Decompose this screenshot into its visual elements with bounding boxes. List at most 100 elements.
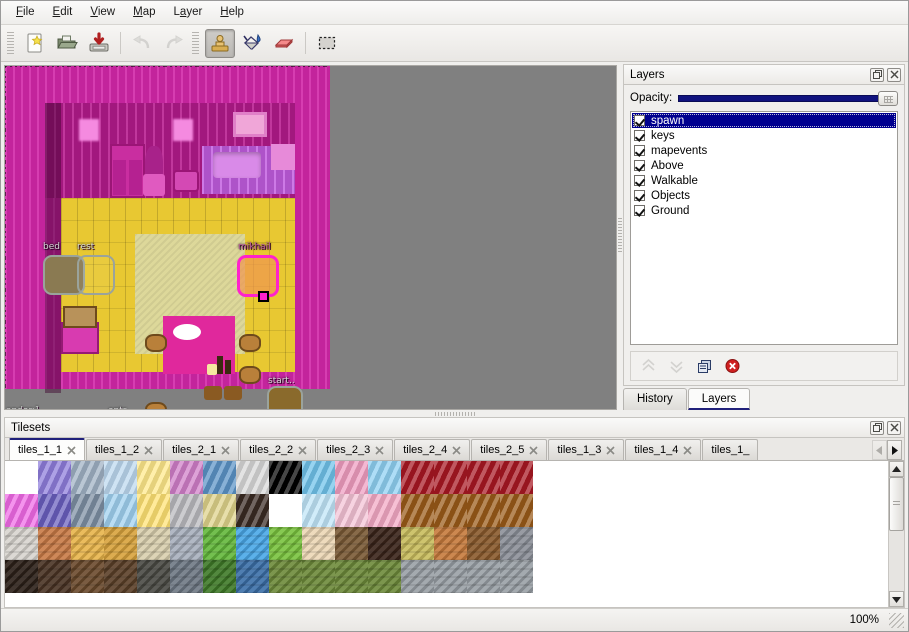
tile-cell[interactable] <box>335 527 368 560</box>
rectangular-select-tool[interactable] <box>312 29 342 58</box>
tile-cell[interactable] <box>203 461 236 494</box>
tile-cell[interactable] <box>38 461 71 494</box>
menu-file[interactable]: File <box>7 3 44 22</box>
tile-cell[interactable] <box>335 461 368 494</box>
tile-cell[interactable] <box>434 461 467 494</box>
tileset-tab-tiles_2_3[interactable]: tiles_2_3 <box>317 439 394 460</box>
tile-cell[interactable] <box>5 494 38 527</box>
tileset-tab-tiles_2_5[interactable]: tiles_2_5 <box>471 439 548 460</box>
layer-visibility-checkbox[interactable] <box>634 190 645 201</box>
delete-layer-button[interactable] <box>721 356 743 376</box>
tile-cell[interactable] <box>368 527 401 560</box>
tile-cell[interactable] <box>302 494 335 527</box>
tile-cell[interactable] <box>71 494 104 527</box>
raise-layer-button[interactable] <box>637 356 659 376</box>
tileset-tab-tiles_1_2[interactable]: tiles_1_2 <box>86 439 163 460</box>
tile-cell[interactable] <box>236 560 269 593</box>
tileset-tab-tiles_1_4[interactable]: tiles_1_4 <box>625 439 702 460</box>
tile-cell[interactable] <box>335 560 368 593</box>
tile-cell[interactable] <box>236 494 269 527</box>
tile-cell[interactable] <box>104 461 137 494</box>
layer-visibility-checkbox[interactable] <box>634 130 645 141</box>
tileset-tab-tiles_2_4[interactable]: tiles_2_4 <box>394 439 471 460</box>
layer-row-objects[interactable]: Objects <box>632 188 896 203</box>
close-icon[interactable] <box>375 445 384 455</box>
layer-visibility-checkbox[interactable] <box>634 205 645 216</box>
layer-visibility-checkbox[interactable] <box>634 145 645 156</box>
menu-edit[interactable]: Edit <box>44 3 82 22</box>
menu-layer[interactable]: Layer <box>165 3 212 22</box>
float-icon[interactable] <box>870 67 884 82</box>
tileset-tab-tiles_2_2[interactable]: tiles_2_2 <box>240 439 317 460</box>
scroll-down-button[interactable] <box>889 591 904 607</box>
lower-layer-button[interactable] <box>665 356 687 376</box>
layer-row-above[interactable]: Above <box>632 158 896 173</box>
close-icon[interactable] <box>887 420 901 435</box>
tileset-tab-tiles_1_5[interactable]: tiles_1_ <box>702 439 759 460</box>
tile-cell[interactable] <box>500 461 533 494</box>
tileset-grid-container[interactable] <box>5 461 888 607</box>
map-object-mikhail[interactable] <box>237 255 279 297</box>
tileset-vertical-scrollbar[interactable] <box>888 461 904 607</box>
close-icon[interactable] <box>67 445 76 455</box>
bucket-fill-tool[interactable] <box>237 29 267 58</box>
layer-list[interactable]: spawn keys mapevents Above <box>630 111 898 345</box>
toolbar-drag-handle[interactable] <box>7 31 14 55</box>
eraser-tool[interactable] <box>269 29 299 58</box>
map-dock-splitter[interactable] <box>617 62 623 410</box>
map-object-resize-handle[interactable] <box>258 291 269 302</box>
tile-cell[interactable] <box>500 560 533 593</box>
tile-cell[interactable] <box>203 560 236 593</box>
opacity-slider-handle[interactable] <box>878 90 898 106</box>
map-canvas[interactable]: bed rest mikhail andor:] entr... start.. <box>4 65 617 410</box>
close-icon[interactable] <box>298 445 307 455</box>
layer-row-walkable[interactable]: Walkable <box>632 173 896 188</box>
undo-button[interactable] <box>127 29 157 58</box>
tile-cell[interactable] <box>368 461 401 494</box>
tile-cell[interactable] <box>368 560 401 593</box>
tile-cell[interactable] <box>38 560 71 593</box>
layer-row-spawn[interactable]: spawn <box>632 113 896 128</box>
tile-cell[interactable] <box>434 527 467 560</box>
tile-cell[interactable] <box>236 461 269 494</box>
tile-cell[interactable] <box>236 527 269 560</box>
tile-cell[interactable] <box>269 527 302 560</box>
tools-toolbar-drag-handle[interactable] <box>192 31 199 55</box>
tileset-tab-tiles_2_1[interactable]: tiles_2_1 <box>163 439 240 460</box>
tile-cell[interactable] <box>302 461 335 494</box>
open-map-button[interactable] <box>52 29 82 58</box>
tile-cell[interactable] <box>467 560 500 593</box>
menu-view[interactable]: View <box>81 3 124 22</box>
tileset-tab-tiles_1_3[interactable]: tiles_1_3 <box>548 439 625 460</box>
tile-cell[interactable] <box>170 494 203 527</box>
layer-visibility-checkbox[interactable] <box>634 160 645 171</box>
map-object-rest[interactable] <box>77 255 115 295</box>
tile-cell[interactable] <box>5 461 38 494</box>
tile-cell[interactable] <box>335 494 368 527</box>
menu-map[interactable]: Map <box>124 3 164 22</box>
tab-history[interactable]: History <box>623 388 687 410</box>
tile-cell[interactable] <box>170 527 203 560</box>
close-icon[interactable] <box>683 445 692 455</box>
close-icon[interactable] <box>887 67 901 82</box>
scroll-up-button[interactable] <box>889 461 904 477</box>
tile-cell[interactable] <box>5 527 38 560</box>
layer-visibility-checkbox[interactable] <box>634 175 645 186</box>
tile-cell[interactable] <box>203 527 236 560</box>
tab-layers[interactable]: Layers <box>687 388 751 410</box>
close-icon[interactable] <box>221 445 230 455</box>
tile-cell[interactable] <box>467 461 500 494</box>
redo-button[interactable] <box>159 29 189 58</box>
tile-cell[interactable] <box>434 560 467 593</box>
resize-grip[interactable] <box>889 612 904 628</box>
save-map-button[interactable] <box>84 29 114 58</box>
menu-help[interactable]: Help <box>211 3 253 22</box>
scrollbar-thumb[interactable] <box>889 477 904 531</box>
scroll-tabs-right-button[interactable] <box>887 440 902 460</box>
tile-cell[interactable] <box>434 494 467 527</box>
float-icon[interactable] <box>870 420 884 435</box>
layer-row-keys[interactable]: keys <box>632 128 896 143</box>
tile-cell[interactable] <box>137 461 170 494</box>
tile-cell[interactable] <box>137 494 170 527</box>
tile-cell[interactable] <box>401 560 434 593</box>
